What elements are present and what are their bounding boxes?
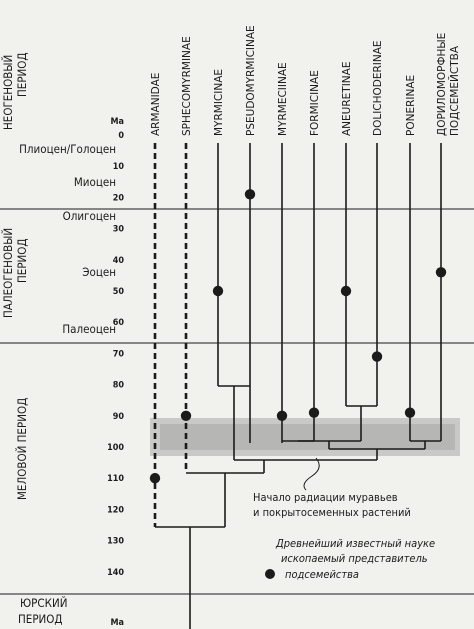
fossil-dot-6: [340, 285, 352, 297]
annotation-line2: и покрытосеменных растений: [253, 506, 411, 519]
tick-label-120: 120: [107, 505, 124, 515]
legend-line3: подсемейства: [285, 568, 359, 581]
radiation-band-core: [160, 424, 455, 450]
legend-line2: ископаемый представитель: [281, 552, 428, 565]
period-jurassic-line1: ЮРСКИЙ: [20, 595, 67, 610]
tick-label-100: 100: [107, 443, 124, 453]
period-paleogene-line1: ПАЛЕОГЕНОВЫЙ: [0, 228, 15, 318]
tick-label-40: 40: [113, 256, 125, 266]
taxon-label-7: DOLICHODERINAE: [372, 40, 384, 136]
period-jurassic-line2: ПЕРИОД: [18, 612, 63, 626]
taxon-label-9: ДОРИЛОМОРФНЫЕ: [436, 33, 448, 136]
fossil-dot-0: [149, 473, 161, 484]
taxon-label-1: SPHECOMYRMINAE: [181, 36, 193, 136]
taxon-label-9-line2: ПОДСЕМЕЙСТВА: [448, 45, 461, 136]
tick-label-80: 80: [113, 381, 125, 391]
fossil-dot-2: [212, 285, 224, 297]
epoch-eocene: Эоцен: [82, 265, 116, 279]
tick-label-10: 10: [113, 162, 125, 172]
fossil-dot-8: [404, 407, 416, 418]
tick-label-0: 0: [118, 131, 124, 141]
taxon-label-8: PONERINAE: [405, 75, 417, 136]
tick-label-130: 130: [107, 537, 124, 547]
taxon-label-0: ARMANIDAE: [150, 73, 162, 136]
fossil-dot-9: [435, 267, 447, 278]
legend-fossil-dot: [265, 569, 275, 579]
axis-unit-bottom: Ma: [110, 618, 124, 628]
tick-label-110: 110: [107, 474, 124, 484]
period-neogene-line1: НЕОГЕНОВЫЙ: [0, 55, 15, 130]
tick-label-70: 70: [113, 349, 125, 359]
annotation-line1: Начало радиации муравьев: [253, 491, 398, 504]
tick-label-20: 20: [113, 193, 125, 203]
taxon-label-2: MYRMICINAE: [213, 69, 225, 136]
taxon-label-5: FORMICINAE: [309, 70, 321, 136]
tick-label-60: 60: [113, 318, 125, 328]
taxon-label-3: PSEUDOMYRMICINAE: [245, 25, 257, 136]
fossil-dot-5: [308, 407, 320, 418]
epoch-oligocene: Олигоцен: [63, 209, 116, 223]
legend-line1: Древнейший известный науке: [275, 537, 435, 550]
tick-label-90: 90: [113, 412, 125, 422]
fossil-dot-3: [244, 189, 256, 200]
time-axis-ticks: 0 10 20 30 40 50 60 70 80 90 100 110 120 130 140: [107, 131, 124, 578]
epoch-paleocene: Палеоцен: [62, 322, 116, 336]
axis-unit-top: Ma: [110, 117, 124, 127]
fossil-dot-1: [180, 410, 192, 421]
period-paleogene-line2: ПЕРИОД: [15, 238, 29, 283]
taxon-labels: ARMANIDAE SPHECOMYRMINAE MYRMICINAE PSEUDOM…: [150, 25, 461, 136]
taxon-label-4: MYRMECIINAE: [277, 62, 289, 136]
epoch-miocene: Миоцен: [74, 175, 116, 189]
annotation-pointer: [303, 457, 320, 491]
period-cretaceous: МЕЛОВОЙ ПЕРИОД: [14, 398, 29, 500]
fossil-dot-4: [276, 410, 288, 421]
phylogenetic-tree: [149, 143, 447, 629]
period-neogene-line2: ПЕРИОД: [15, 52, 29, 97]
tick-label-30: 30: [113, 225, 125, 235]
tick-label-50: 50: [113, 287, 125, 297]
taxon-label-6: ANEURETINAE: [341, 62, 353, 136]
fossil-dot-7: [371, 351, 383, 362]
epoch-pliocene-holocene: Плиоцен/Голоцен: [19, 142, 116, 156]
tick-label-140: 140: [107, 568, 124, 578]
